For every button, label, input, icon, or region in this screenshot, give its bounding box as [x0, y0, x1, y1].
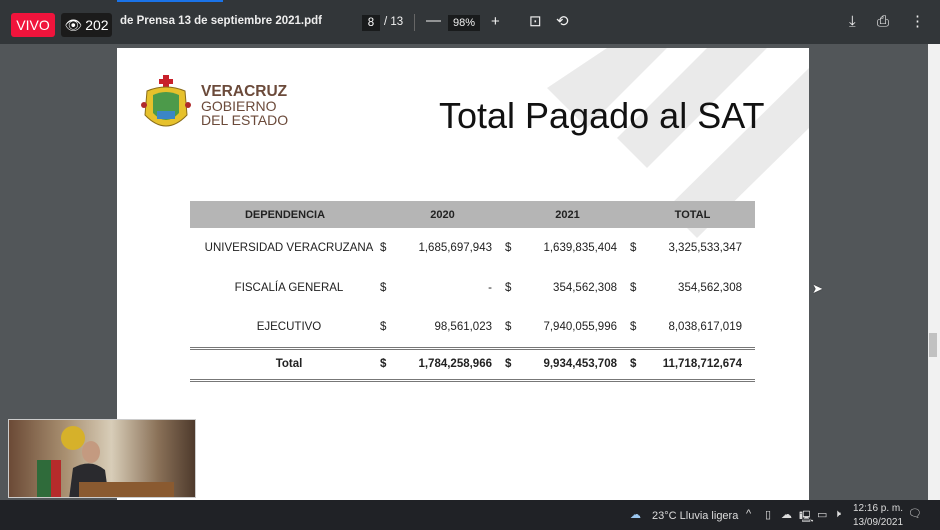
veracruz-coat-of-arms-logo	[141, 75, 191, 127]
rotate-icon[interactable]: ⟲	[556, 13, 569, 30]
eye-icon: 👁	[64, 16, 83, 33]
scrollbar[interactable]	[928, 44, 940, 500]
pdf-toolbar: de Prensa 13 de septiembre 2021.pdf VIVO…	[0, 0, 940, 44]
mouse-cursor-icon: ➤	[812, 281, 823, 296]
header-2021: 2021	[505, 201, 630, 228]
cloud-rain-icon: ☁	[630, 509, 641, 521]
header-dependencia: DEPENDENCIA	[190, 201, 380, 228]
value-2021: 354,562,308	[553, 282, 617, 294]
scrollbar-thumb[interactable]	[929, 333, 937, 357]
chevron-up-icon[interactable]: ^	[746, 508, 752, 520]
currency: $	[380, 282, 387, 294]
tab-indicator	[117, 0, 223, 2]
weather-text[interactable]: 23°C Lluvia ligera	[652, 510, 739, 522]
table-row: FISCALÍA GENERAL $ - $354,562,308 $354,56…	[190, 268, 755, 308]
header-2020: 2020	[380, 201, 505, 228]
total-2021: 9,934,453,708	[525, 346, 630, 382]
value-2020: 1,685,697,943	[418, 242, 492, 254]
currency: $	[380, 321, 387, 334]
background-pattern	[547, 48, 809, 238]
network-icon[interactable]: 🖳	[799, 511, 814, 523]
currency: $	[380, 346, 400, 382]
table-row: EJECUTIVO $98,561,023 $7,940,055,996 $8,…	[190, 308, 755, 348]
volume-muted-icon[interactable]: 🕨	[834, 508, 841, 520]
currency: $	[630, 242, 637, 254]
logo-line-2: GOBIERNO	[201, 98, 277, 114]
viewer-count-value: 202	[85, 17, 109, 33]
pdf-page: VERACRUZ GOBIERNO DEL ESTADO Total Pagad…	[117, 48, 809, 508]
logo-line-1: VERACRUZ	[201, 83, 288, 100]
print-icon[interactable]: ⎙	[877, 13, 890, 30]
divider	[414, 14, 415, 31]
page-number-input[interactable]: 8	[362, 15, 380, 31]
page-total: / 13	[384, 16, 404, 28]
logo-line-3: DEL ESTADO	[201, 112, 289, 128]
total-row: Total $1,784,258,966 $9,934,453,708 $11,…	[190, 346, 755, 382]
currency: $	[630, 282, 637, 294]
total-label: Total	[190, 346, 380, 382]
table-header: DEPENDENCIA 2020 2021 TOTAL	[190, 201, 755, 228]
currency: $	[630, 321, 637, 334]
download-icon[interactable]: ⤓	[849, 13, 856, 30]
zoom-input[interactable]: 98%	[448, 15, 480, 31]
sat-payments-table: DEPENDENCIA 2020 2021 TOTAL UNIVERSIDAD …	[190, 201, 755, 382]
currency: $	[380, 242, 387, 254]
plus-icon[interactable]: +	[491, 13, 500, 30]
clock-date[interactable]: 13/09/2021	[853, 517, 904, 528]
more-icon[interactable]: ⋮	[910, 13, 925, 30]
total-total: 11,718,712,674	[650, 346, 755, 382]
meet-icon[interactable]: ▯	[765, 509, 772, 521]
currency: $	[505, 346, 525, 382]
fit-page-icon[interactable]: ⊡	[529, 13, 542, 30]
value-total: 354,562,308	[678, 282, 742, 294]
slide-title: Total Pagado al SAT	[439, 95, 765, 136]
logo-text: VERACRUZ GOBIERNO DEL ESTADO	[201, 84, 288, 127]
currency: $	[505, 242, 512, 254]
currency: $	[505, 321, 512, 334]
value-2021: 7,940,055,996	[543, 321, 617, 334]
value-total: 3,325,533,347	[668, 242, 742, 254]
value-2021: 1,639,835,404	[543, 242, 617, 254]
speaker-video	[37, 426, 174, 497]
onedrive-icon[interactable]: ☁	[781, 509, 792, 521]
value-2020: -	[488, 282, 492, 294]
row-name: EJECUTIVO	[256, 321, 322, 334]
table-row: UNIVERSIDAD VERACRUZANA $1,685,697,943 $…	[190, 228, 755, 268]
clock-time[interactable]: 12:16 p. m.	[853, 503, 904, 514]
live-badge: VIVO	[11, 13, 55, 37]
minus-icon[interactable]: —	[426, 12, 441, 29]
notifications-icon[interactable]: 🗨	[908, 508, 922, 520]
battery-icon[interactable]: ▭	[817, 509, 828, 521]
windows-taskbar: ☁ 23°C Lluvia ligera ^ ▯ ☁ 🖳 ▭ 🕨 12:16 p…	[0, 500, 940, 530]
viewer-count: 👁 202	[61, 13, 112, 37]
value-2020: 98,561,023	[434, 321, 492, 334]
currency: $	[505, 282, 512, 294]
row-name: UNIVERSIDAD VERACRUZANA	[204, 242, 374, 254]
currency: $	[630, 346, 650, 382]
row-name: FISCALÍA GENERAL	[234, 282, 344, 294]
header-total: TOTAL	[630, 201, 755, 228]
value-total: 8,038,617,019	[668, 321, 742, 334]
webcam-video-overlay[interactable]	[8, 419, 196, 498]
file-title: de Prensa 13 de septiembre 2021.pdf	[120, 15, 322, 27]
total-2020: 1,784,258,966	[400, 346, 505, 382]
